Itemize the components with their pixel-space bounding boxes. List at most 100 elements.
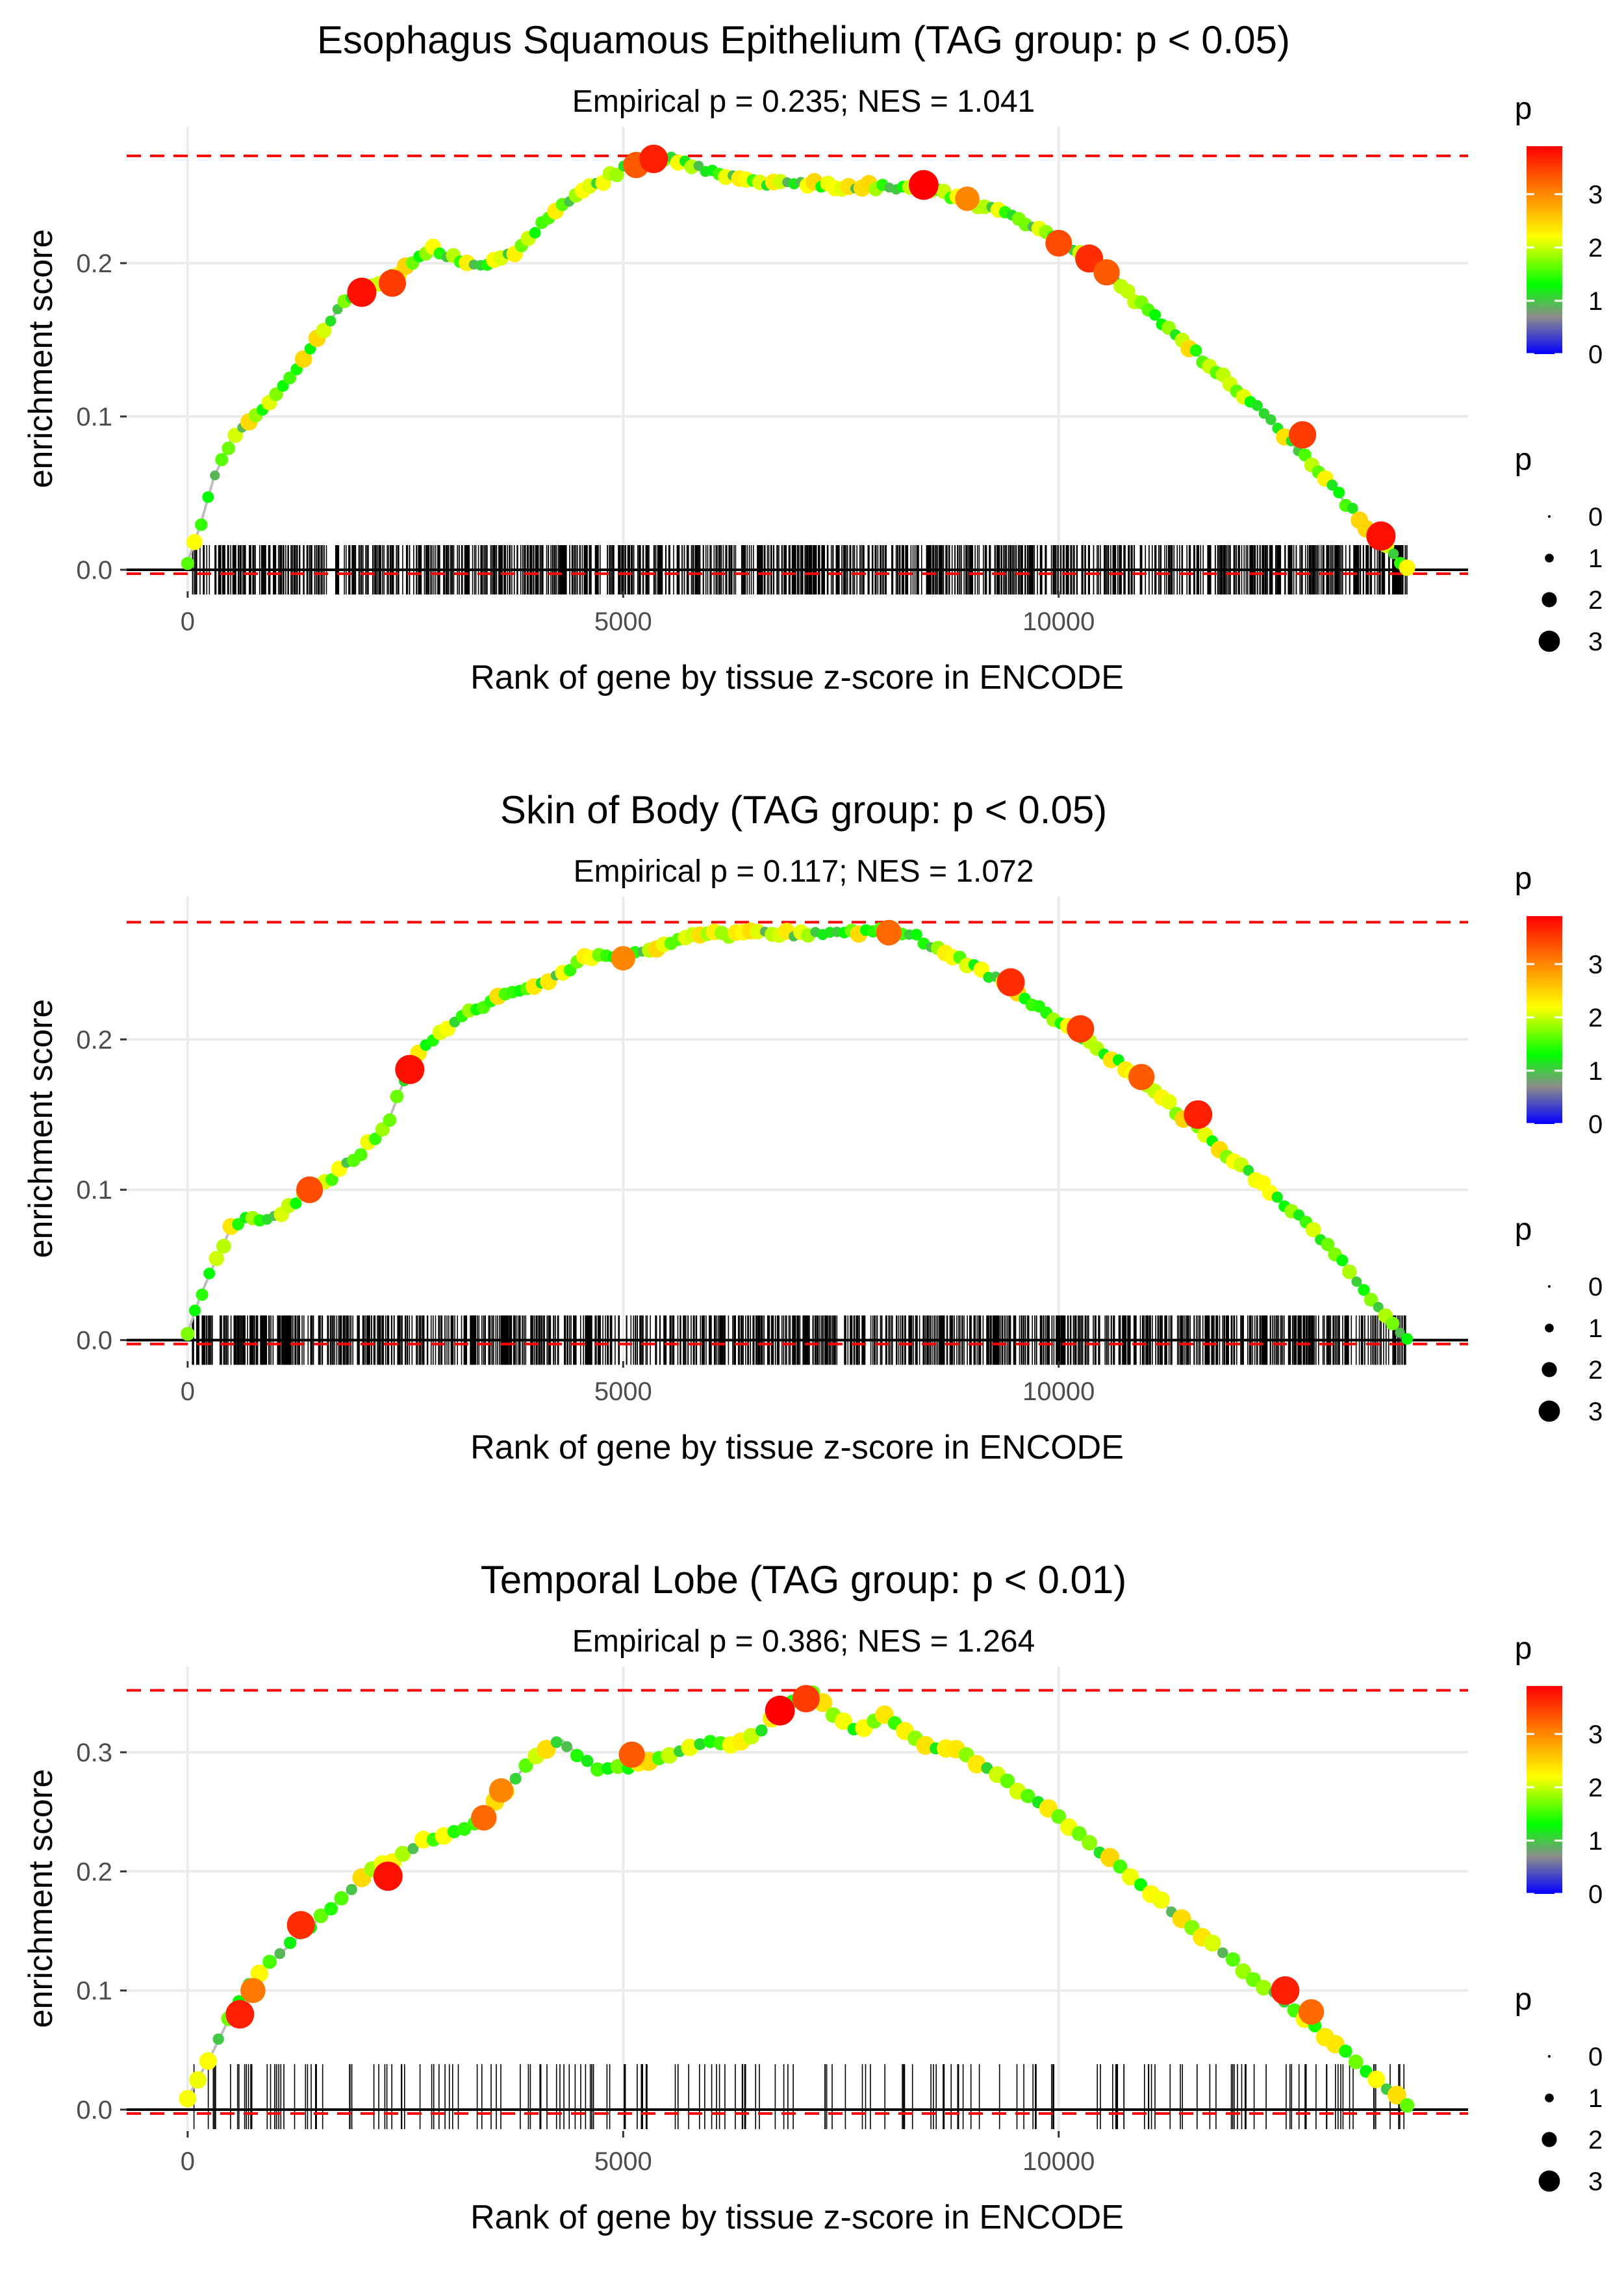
size-legend: p 0 1 2 3 bbox=[1515, 1212, 1603, 1426]
es-point bbox=[1386, 1316, 1400, 1331]
y-tick-label: 0.1 bbox=[76, 403, 112, 431]
es-point bbox=[1399, 2098, 1415, 2113]
colorbar-legend: p 0 1 2 3 bbox=[1515, 92, 1603, 369]
es-point bbox=[390, 1090, 404, 1103]
rug-lines bbox=[193, 2064, 1404, 2129]
size-legend-label: 3 bbox=[1588, 628, 1603, 656]
y-tick-label: 0.0 bbox=[76, 2096, 112, 2125]
highlight-point bbox=[909, 170, 939, 200]
highlight-point bbox=[1366, 521, 1396, 551]
highlight-point bbox=[347, 277, 377, 307]
x-tick-label: 10000 bbox=[1022, 607, 1095, 636]
es-point bbox=[1388, 548, 1399, 559]
es-point bbox=[457, 1822, 472, 1836]
size-legend-label: 0 bbox=[1588, 503, 1603, 531]
chart-subtitle: Empirical p = 0.235; NES = 1.041 bbox=[572, 84, 1035, 119]
size-legend-dot bbox=[1538, 630, 1560, 652]
es-point bbox=[1271, 1191, 1283, 1203]
es-point bbox=[1348, 2054, 1364, 2069]
es-point bbox=[216, 1238, 231, 1254]
highlight-point bbox=[1067, 1015, 1095, 1043]
x-axis-title: Rank of gene by tissue z-score in ENCODE bbox=[470, 1429, 1124, 1466]
colorbar-tick-label: 0 bbox=[1588, 1110, 1603, 1139]
es-point bbox=[537, 1739, 556, 1759]
es-point bbox=[203, 1268, 216, 1280]
es-point bbox=[1000, 1773, 1015, 1789]
chart-subtitle: Empirical p = 0.117; NES = 1.072 bbox=[574, 854, 1034, 889]
highlight-point bbox=[240, 1978, 266, 2003]
highlight-point bbox=[611, 946, 636, 971]
es-point bbox=[316, 322, 332, 339]
es-point bbox=[1134, 1878, 1147, 1891]
es-point bbox=[290, 1197, 302, 1210]
es-point bbox=[1342, 1264, 1357, 1279]
size-legend-dot bbox=[1548, 515, 1551, 518]
size-legend-label: 0 bbox=[1588, 1273, 1603, 1301]
size-legend-dot bbox=[1545, 554, 1554, 563]
es-point bbox=[199, 2052, 217, 2070]
highlight-point bbox=[471, 1805, 497, 1831]
x-tick-label: 5000 bbox=[594, 1377, 652, 1406]
es-point bbox=[186, 533, 203, 550]
es-point bbox=[325, 315, 336, 327]
size-legend: p 0 1 2 3 bbox=[1515, 442, 1603, 656]
x-tick-label: 10000 bbox=[1022, 1377, 1095, 1406]
highlight-point bbox=[1184, 1100, 1213, 1129]
size-legend-label: 3 bbox=[1588, 1398, 1603, 1426]
colorbar-tick-label: 3 bbox=[1588, 951, 1603, 979]
es-points bbox=[181, 147, 1415, 576]
colorbar-tick-label: 0 bbox=[1588, 340, 1603, 369]
es-point bbox=[1298, 448, 1312, 462]
size-legend-title: p bbox=[1515, 1982, 1532, 2017]
highlight-point bbox=[296, 1176, 324, 1203]
es-point bbox=[1367, 2070, 1386, 2089]
es-point bbox=[215, 453, 229, 466]
es-point bbox=[581, 1754, 594, 1767]
es-point bbox=[1204, 1934, 1221, 1952]
es-point bbox=[529, 227, 541, 239]
x-tick-label: 0 bbox=[181, 607, 195, 636]
x-axis-title: Rank of gene by tissue z-score in ENCODE bbox=[470, 2199, 1124, 2236]
es-point bbox=[188, 1304, 201, 1317]
y-tick-label: 0.2 bbox=[76, 1026, 112, 1054]
es-point bbox=[181, 557, 194, 570]
y-axis: 0.0 0.1 0.2 bbox=[76, 249, 127, 585]
es-point bbox=[910, 928, 922, 941]
colorbar-tick-label: 0 bbox=[1588, 1880, 1603, 1909]
es-point bbox=[1364, 1292, 1378, 1307]
x-tick-label: 5000 bbox=[594, 607, 652, 636]
es-point bbox=[195, 518, 208, 531]
highlight-points bbox=[296, 919, 1213, 1203]
es-point bbox=[383, 1113, 397, 1127]
colorbar-tick-label: 2 bbox=[1588, 1774, 1603, 1802]
colorbar-tick-label: 1 bbox=[1588, 287, 1603, 316]
size-legend-title: p bbox=[1515, 442, 1532, 477]
es-point bbox=[550, 1736, 563, 1748]
size-legend-label: 3 bbox=[1588, 2167, 1603, 2196]
colorbar-title: p bbox=[1515, 862, 1532, 896]
highlight-point bbox=[395, 1054, 425, 1084]
es-point bbox=[1256, 1980, 1272, 1996]
es-curve-line bbox=[186, 925, 1408, 1341]
x-tick-label: 5000 bbox=[594, 2147, 652, 2176]
es-point bbox=[518, 1758, 533, 1773]
es-point bbox=[334, 1891, 349, 1906]
y-axis-title: enrichment score bbox=[22, 1769, 60, 2028]
gene-rug bbox=[193, 2064, 1404, 2129]
es-point bbox=[222, 441, 236, 455]
size-legend-dot bbox=[1548, 1285, 1551, 1288]
es-point bbox=[694, 1738, 706, 1750]
highlight-point bbox=[639, 144, 668, 173]
es-point bbox=[609, 168, 624, 183]
es-point bbox=[1326, 479, 1338, 491]
colorbar-tick-label: 3 bbox=[1588, 181, 1603, 209]
size-legend-dot bbox=[1545, 1323, 1554, 1333]
y-tick-label: 0.0 bbox=[76, 556, 112, 585]
highlight-point bbox=[1289, 421, 1317, 449]
es-point bbox=[1161, 1093, 1177, 1110]
colorbar-tick-label: 2 bbox=[1588, 1004, 1603, 1032]
es-point bbox=[202, 491, 214, 504]
highlight-point bbox=[378, 269, 407, 297]
es-point bbox=[284, 1936, 297, 1949]
